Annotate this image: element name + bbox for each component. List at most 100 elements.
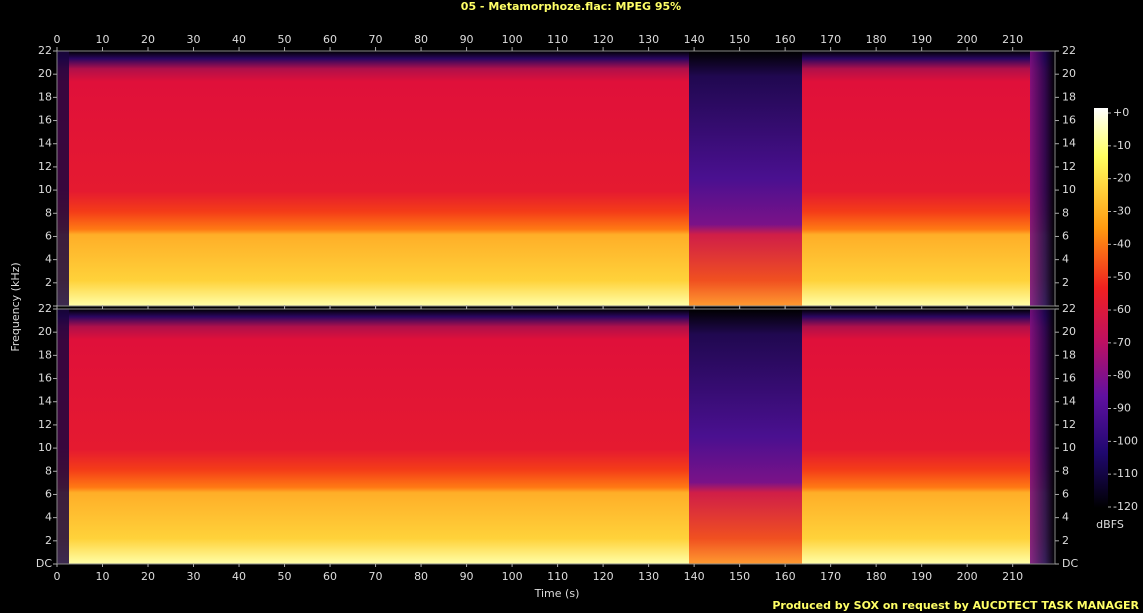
x-tick-label: 10	[96, 33, 110, 46]
y-tick-label: 16	[1062, 372, 1076, 385]
x-tick-label: 80	[414, 33, 428, 46]
y-tick-label: 12	[38, 418, 52, 431]
x-tick-label: 200	[957, 570, 978, 583]
y-tick-label: 12	[1062, 418, 1076, 431]
chart-title: 05 - Metamorphoze.flac: MPEG 95%	[461, 0, 681, 13]
panel-frame	[56, 308, 1056, 565]
colorbar-tick-label: -40	[1113, 237, 1131, 250]
y-tick-label: 16	[38, 114, 52, 127]
y-tick-label: 12	[38, 160, 52, 173]
colorbar	[1094, 108, 1108, 508]
x-tick-label: 160	[775, 570, 796, 583]
y-tick-label: 14	[1062, 137, 1076, 150]
y-tick-label: 22	[1062, 302, 1076, 315]
colorbar-tick-label: -70	[1113, 336, 1131, 349]
y-tick-label: 20	[1062, 325, 1076, 338]
spectrogram-tail	[1030, 51, 1055, 306]
x-tick-label: 100	[502, 570, 523, 583]
x-tick-label: 100	[502, 33, 523, 46]
x-tick-label: 110	[547, 33, 568, 46]
x-tick-label: 50	[278, 33, 292, 46]
y-tick-label: 18	[1062, 348, 1076, 361]
colorbar-tick-label: -20	[1113, 172, 1131, 185]
y-tick-label: 2	[45, 534, 52, 547]
x-tick-label: 200	[957, 33, 978, 46]
x-tick-label: 40	[232, 570, 246, 583]
x-axis-label: Time (s)	[534, 587, 580, 600]
spectrogram-lead	[57, 51, 69, 306]
x-tick-label: 70	[369, 33, 383, 46]
colorbar-tick-label: -10	[1113, 139, 1131, 152]
y-tick-label: 16	[38, 372, 52, 385]
panel-frame	[56, 50, 1056, 307]
x-tick-label: 90	[460, 570, 474, 583]
x-tick-label: 210	[1002, 570, 1023, 583]
y-tick-label: 6	[1062, 229, 1069, 242]
y-tick-label: 18	[38, 90, 52, 103]
y-tick-label: 22	[38, 302, 52, 315]
x-tick-label: 140	[684, 570, 705, 583]
x-tick-label: 130	[638, 33, 659, 46]
y-tick-label: 8	[1062, 206, 1069, 219]
x-tick-label: 80	[414, 570, 428, 583]
y-tick-label: 2	[1062, 534, 1069, 547]
y-tick-label: 10	[1062, 183, 1076, 196]
x-tick-label: 0	[54, 33, 61, 46]
x-tick-label: 160	[775, 33, 796, 46]
y-tick-label: 6	[45, 229, 52, 242]
x-tick-label: 170	[820, 570, 841, 583]
y-tick-label: 20	[38, 67, 52, 80]
y-tick-label: DC	[1062, 557, 1078, 570]
y-axis-label: Frequency (kHz)	[9, 262, 22, 351]
x-tick-label: 110	[547, 570, 568, 583]
x-tick-label: 20	[141, 570, 155, 583]
y-tick-label: 4	[45, 511, 52, 524]
x-tick-label: 120	[593, 33, 614, 46]
y-tick-label: 20	[1062, 67, 1076, 80]
colorbar-tick-label: -100	[1113, 434, 1138, 447]
x-tick-label: 190	[911, 33, 932, 46]
y-tick-label: 8	[45, 464, 52, 477]
colorbar-tick-label: -90	[1113, 402, 1131, 415]
y-tick-label: 22	[1062, 44, 1076, 57]
colorbar-tick-label: +0	[1113, 106, 1129, 119]
x-tick-label: 0	[54, 570, 61, 583]
x-tick-label: 140	[684, 33, 705, 46]
y-tick-label: 14	[1062, 395, 1076, 408]
colorbar-tick-label: -30	[1113, 205, 1131, 218]
spectrogram-panels	[56, 50, 1056, 565]
x-tick-label: 60	[323, 33, 337, 46]
colorbar-tick-label: -110	[1113, 467, 1138, 480]
y-tick-label: 2	[45, 276, 52, 289]
x-tick-label: 150	[729, 33, 750, 46]
y-tick-label: 16	[1062, 114, 1076, 127]
y-tick-label: 8	[45, 206, 52, 219]
y-tick-label: 8	[1062, 464, 1069, 477]
x-tick-label: 130	[638, 570, 659, 583]
y-tick-label: 4	[1062, 511, 1069, 524]
x-tick-label: 150	[729, 570, 750, 583]
y-tick-label: 18	[1062, 90, 1076, 103]
x-tick-label: 40	[232, 33, 246, 46]
y-tick-label: 12	[1062, 160, 1076, 173]
x-tick-label: 170	[820, 33, 841, 46]
y-tick-label: 4	[1062, 253, 1069, 266]
x-tick-label: 70	[369, 570, 383, 583]
x-tick-label: 210	[1002, 33, 1023, 46]
colorbar-tick-label: -80	[1113, 369, 1131, 382]
x-tick-label: 120	[593, 570, 614, 583]
y-tick-label: DC	[36, 557, 52, 570]
y-tick-label: 10	[38, 183, 52, 196]
x-tick-label: 190	[911, 570, 932, 583]
x-tick-label: 180	[866, 33, 887, 46]
x-tick-label: 50	[278, 570, 292, 583]
y-tick-label: 10	[38, 441, 52, 454]
colorbar-tick-label: -120	[1113, 500, 1138, 513]
x-tick-label: 30	[187, 33, 201, 46]
x-tick-label: 180	[866, 570, 887, 583]
y-tick-label: 6	[45, 487, 52, 500]
spectrogram	[57, 51, 1055, 306]
footer: Produced by SOX on request by AUCDTECT T…	[772, 599, 1139, 612]
